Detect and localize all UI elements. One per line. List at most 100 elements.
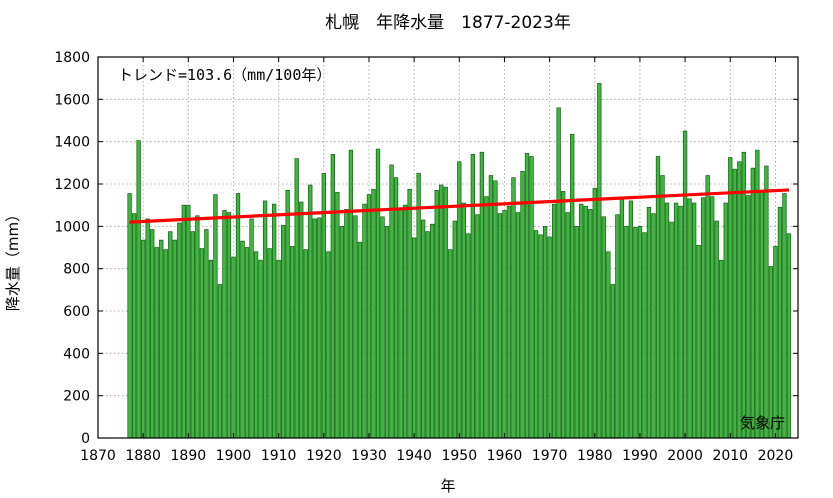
bar-1930: [366, 194, 372, 439]
bar-1919: [317, 217, 322, 439]
y-tick-label: 400: [63, 346, 90, 362]
bar-1973: [561, 191, 566, 439]
bar-2009: [723, 202, 728, 439]
bar-2008: [719, 259, 724, 439]
bar-1903: [244, 247, 250, 439]
bar-1934: [384, 225, 390, 439]
bar-1891: [190, 231, 195, 439]
bar-1948: [448, 249, 453, 439]
bar-1989: [633, 227, 638, 439]
bar-1880: [141, 239, 146, 439]
bar-1956: [484, 196, 489, 439]
bar-1924: [339, 225, 345, 439]
bar-1890: [186, 204, 191, 439]
x-tick-label: 1920: [306, 448, 342, 464]
bar-1938: [402, 204, 408, 439]
bar-1915: [299, 201, 304, 439]
bar-1882: [150, 229, 155, 439]
x-tick-label: 2010: [712, 448, 748, 464]
y-axis: 0 200 400 600 800 1000 1200 1400 1600 1800: [54, 50, 798, 447]
trend-line: [129, 188, 790, 224]
bar-1905: [253, 251, 259, 439]
bar-1957: [488, 175, 494, 439]
bar-1961: [506, 205, 512, 439]
source-credit: 気象庁: [740, 414, 785, 432]
bar-1985: [615, 214, 620, 439]
bar-1943: [425, 231, 430, 439]
bar-1951: [461, 202, 466, 439]
bar-1906: [258, 259, 263, 439]
bar-1942: [421, 219, 426, 439]
bar-1921: [326, 251, 331, 439]
bar-1965: [524, 152, 530, 439]
bar-1990: [637, 225, 643, 439]
trend-layer: [129, 188, 790, 224]
bar-1963: [515, 212, 521, 439]
bar-1897: [217, 284, 223, 439]
bar-1929: [362, 203, 367, 439]
bar-1884: [159, 239, 164, 439]
y-tick-label: 1000: [54, 219, 90, 235]
x-tick-label: 1940: [396, 448, 432, 464]
bar-1981: [597, 83, 602, 439]
bar-1992: [646, 206, 652, 439]
y-tick-label: 1600: [54, 92, 90, 108]
bar-1923: [335, 192, 340, 439]
bar-1995: [660, 175, 665, 439]
bar-2004: [701, 197, 706, 439]
x-tick-label: 1960: [487, 448, 523, 464]
bar-1940: [411, 237, 417, 439]
bar-1877: [127, 193, 132, 439]
bar-1972: [556, 107, 561, 439]
x-tick-label: 2000: [667, 448, 703, 464]
trend-annotation: トレンド=103.6（mm/100年）: [118, 66, 331, 84]
bar-2002: [691, 202, 697, 439]
bar-1998: [673, 202, 679, 439]
bar-1893: [199, 248, 205, 439]
bar-1917: [308, 184, 313, 439]
bar-1925: [344, 209, 349, 439]
bar-1914: [294, 158, 299, 439]
bar-2013: [741, 151, 746, 439]
x-tick-label: 1890: [171, 448, 207, 464]
bar-1954: [475, 214, 480, 439]
bar-2018: [764, 165, 769, 439]
bar-1970: [547, 236, 552, 439]
bar-1888: [177, 222, 182, 439]
bar-1988: [628, 200, 634, 439]
bar-1892: [195, 215, 200, 439]
bar-1978: [583, 205, 588, 439]
bar-1982: [601, 216, 606, 439]
bar-1953: [470, 154, 475, 439]
bar-1896: [213, 194, 218, 439]
bar-1878: [131, 213, 137, 439]
bar-1927: [353, 215, 358, 439]
bar-1904: [249, 218, 254, 439]
bar-1993: [651, 213, 656, 439]
x-axis: 1870 1880 1890 1900 1910 1920 1930 1940 1950 1960…: [80, 57, 793, 464]
y-tick-label: 200: [63, 389, 90, 405]
x-tick-label: 1950: [441, 448, 477, 464]
bar-1910: [276, 259, 281, 439]
bar-1883: [154, 247, 159, 439]
y-tick-label: 1200: [54, 177, 90, 193]
bar-1887: [172, 239, 177, 439]
bar-1912: [285, 190, 290, 439]
bar-1991: [642, 232, 647, 439]
bar-2019: [768, 266, 774, 439]
chart-title: 札幌 年降水量 1877-2023年: [325, 13, 571, 33]
bar-1945: [434, 190, 439, 439]
y-tick-label: 800: [63, 262, 90, 278]
bar-1922: [330, 154, 335, 439]
bar-1971: [551, 203, 557, 439]
bar-1935: [389, 164, 394, 439]
bar-2015: [750, 167, 755, 439]
bar-1932: [375, 148, 381, 439]
bar-1901: [235, 193, 241, 439]
bar-1997: [669, 221, 674, 439]
bar-2012: [737, 161, 742, 439]
bar-1980: [592, 187, 597, 439]
x-axis-title: 年: [440, 477, 455, 495]
bar-1931: [371, 188, 376, 439]
bar-2005: [705, 175, 710, 439]
